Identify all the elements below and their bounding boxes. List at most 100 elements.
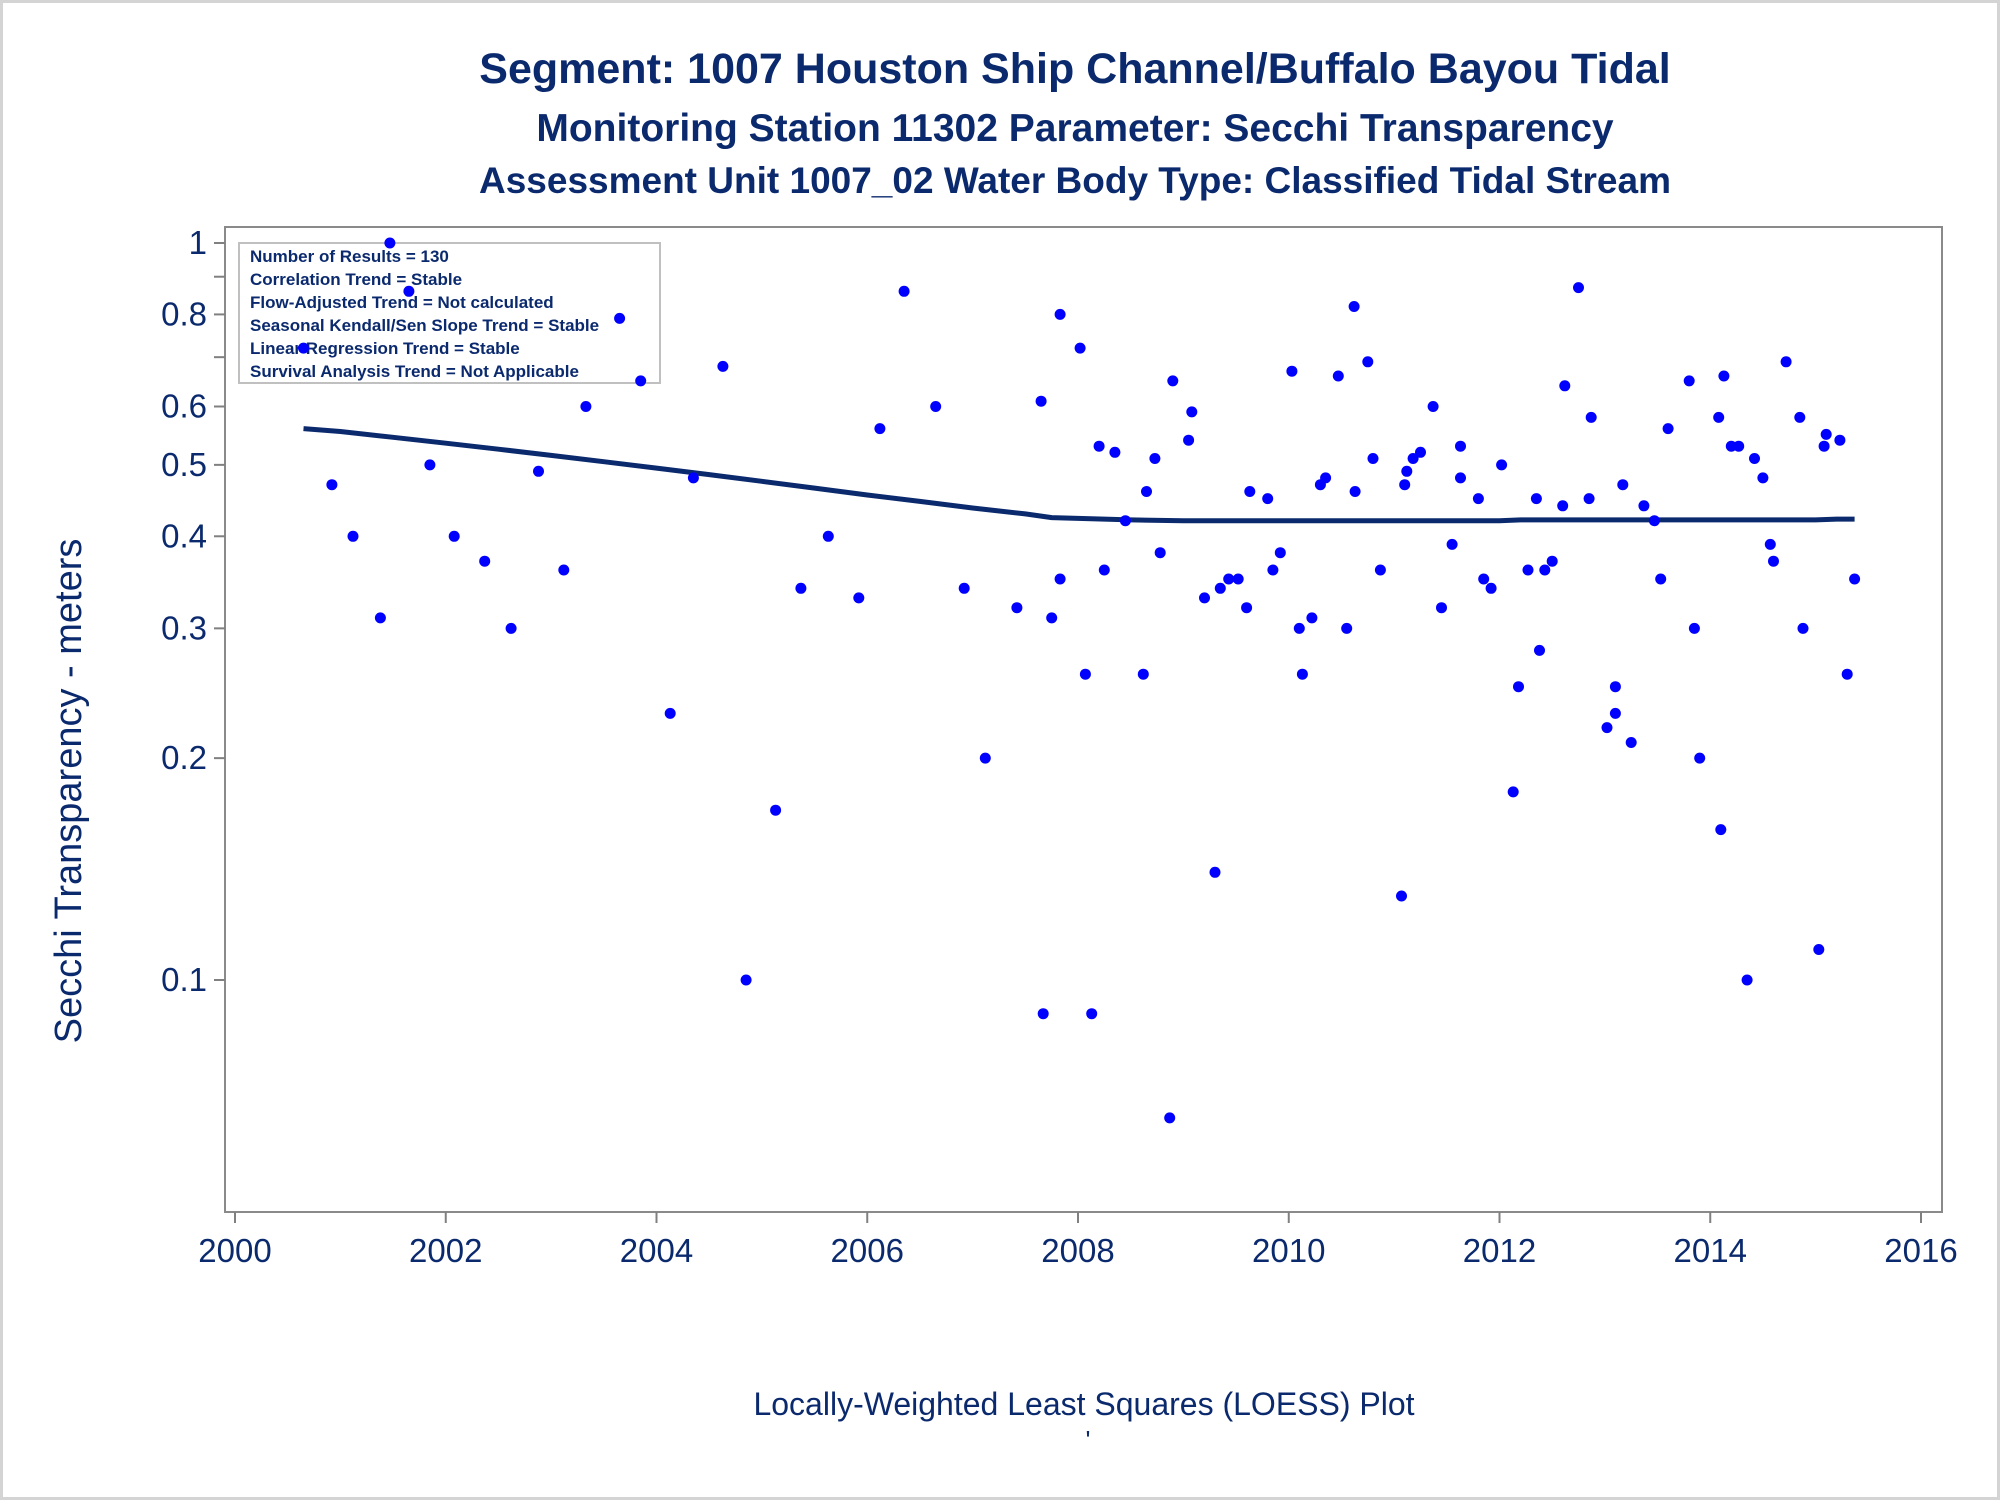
data-point [979, 752, 991, 764]
data-point [1214, 582, 1226, 594]
data-point [1306, 612, 1318, 624]
y-tick-label: 0.6 [161, 388, 207, 425]
data-point [1186, 406, 1198, 418]
data-point [1037, 1008, 1049, 1020]
data-point [1427, 401, 1439, 412]
legend-line-correlation: Correlation Trend = Stable [250, 270, 462, 289]
data-point [1232, 573, 1244, 585]
data-point [1374, 564, 1386, 576]
data-point [1262, 493, 1274, 505]
data-point [1119, 515, 1131, 527]
data-point [505, 622, 517, 634]
data-point [1367, 453, 1379, 464]
data-point [1286, 365, 1298, 377]
chart-svg: Segment: 1007 Houston Ship Channel/Buffa… [48, 45, 1958, 1455]
data-point [1813, 944, 1825, 955]
data-point [1559, 380, 1571, 392]
legend-line-flow-adjusted: Flow-Adjusted Trend = Not calculated [250, 293, 554, 312]
data-point [1455, 472, 1466, 484]
data-point [479, 555, 491, 567]
x-axis: 2000 2002 2004 2006 2008 2010 2012 2014 2016 [198, 1212, 1958, 1269]
data-point [1396, 890, 1407, 902]
data-point [635, 375, 647, 387]
data-point [1539, 564, 1551, 576]
data-point [1167, 375, 1179, 387]
legend-line-results: Number of Results = 130 [250, 247, 449, 266]
x-tick-label: 2010 [1252, 1232, 1325, 1269]
data-point [298, 342, 309, 354]
data-point [1267, 564, 1279, 576]
data-point [1715, 824, 1727, 836]
data-point [1797, 622, 1809, 634]
data-point [1332, 370, 1344, 382]
data-point [1534, 644, 1545, 656]
data-point [1841, 668, 1853, 680]
data-point [1834, 434, 1846, 446]
data-point [1818, 440, 1830, 452]
data-point [1341, 622, 1353, 634]
data-point [1638, 500, 1650, 512]
data-point [1109, 446, 1121, 458]
x-tick-label: 2008 [1041, 1232, 1114, 1269]
legend: Number of Results = 130 Correlation Tren… [238, 242, 661, 384]
data-point [1780, 356, 1792, 368]
data-point [1046, 612, 1058, 624]
data-point [1098, 564, 1110, 576]
data-point [326, 479, 338, 491]
data-point [1199, 592, 1210, 604]
x-tick-label: 2016 [1884, 1232, 1957, 1269]
data-point [740, 974, 752, 986]
data-point [1573, 282, 1584, 294]
data-point [1648, 515, 1660, 527]
data-point [1849, 573, 1861, 585]
x-tick-label: 2000 [198, 1232, 271, 1269]
data-point [1794, 411, 1806, 423]
data-point [1522, 564, 1534, 576]
x-tick-label: 2012 [1463, 1232, 1536, 1269]
plot-area [224, 226, 1943, 1213]
data-point [1415, 446, 1426, 458]
x-tick-label: 2004 [620, 1232, 693, 1269]
data-point [1223, 573, 1235, 585]
data-point [822, 530, 834, 542]
data-point [1485, 582, 1497, 594]
chart-title: Segment: 1007 Houston Ship Channel/Buffa… [479, 45, 1670, 93]
data-point [1141, 486, 1152, 497]
data-point [1733, 440, 1745, 452]
data-point [1293, 622, 1305, 634]
data-point [1749, 453, 1760, 464]
data-point [1093, 440, 1105, 452]
data-point [1244, 486, 1256, 497]
data-point [687, 472, 699, 484]
legend-line-linear-regression: Linear Regression Trend = Stable [250, 339, 520, 358]
data-point [1320, 472, 1332, 484]
data-point [1625, 737, 1637, 748]
data-point [1601, 722, 1613, 734]
data-point [853, 592, 865, 604]
data-point [1241, 602, 1253, 614]
data-point [403, 285, 415, 297]
data-point [1054, 308, 1066, 320]
data-point [1757, 472, 1769, 484]
data-point [1583, 493, 1595, 505]
data-point [1546, 555, 1558, 567]
data-point [384, 237, 396, 249]
y-tick-label: 0.8 [161, 295, 207, 332]
chart-subtitle-2: Assessment Unit 1007_02 Water Body Type:… [479, 160, 1671, 201]
data-point [1035, 395, 1047, 407]
x-tick-label: 2006 [831, 1232, 904, 1269]
data-point [1609, 707, 1621, 719]
data-point [558, 564, 570, 576]
data-point [1446, 538, 1458, 550]
data-point [1074, 342, 1086, 354]
data-point [1694, 752, 1706, 764]
legend-box [238, 242, 661, 384]
data-points [298, 237, 1861, 1124]
data-point [374, 612, 386, 624]
data-point [424, 459, 436, 471]
data-point [1183, 434, 1195, 446]
y-tick-label: 1 [189, 224, 207, 261]
data-point [1401, 465, 1413, 477]
data-point [1662, 423, 1674, 435]
